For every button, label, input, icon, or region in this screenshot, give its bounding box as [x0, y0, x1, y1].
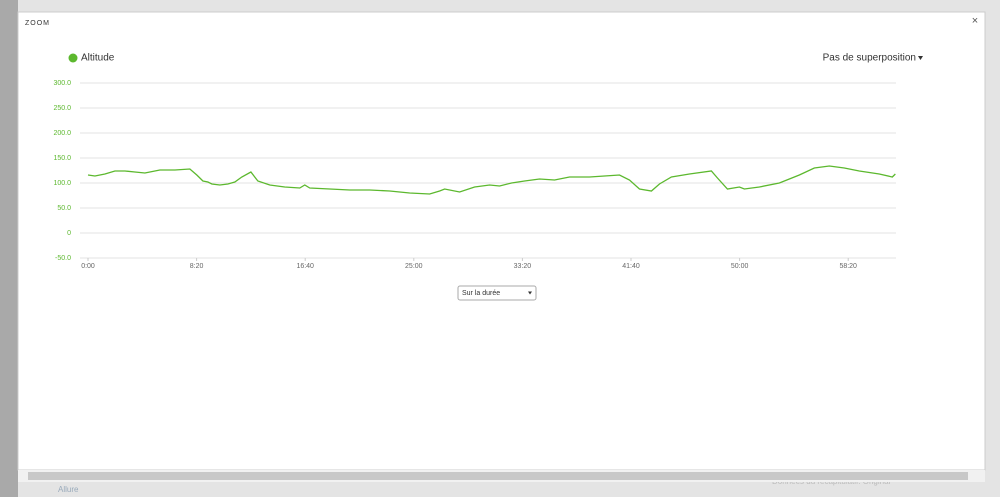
x-tick-label: 33:20: [514, 263, 532, 270]
y-tick-label: 150.0: [53, 155, 71, 162]
legend-label: Altitude: [81, 53, 115, 64]
legend-marker: [68, 53, 78, 63]
range-select[interactable]: [457, 285, 537, 301]
y-tick-label: 0: [67, 230, 71, 237]
y-tick-label: 300.0: [53, 80, 71, 87]
modal: [17, 11, 986, 471]
background-label: Allure: [58, 485, 79, 494]
overlay-menu[interactable]: Pas de superposition: [823, 53, 916, 64]
range-select-label: Sur la durée: [462, 290, 500, 297]
y-tick-label: -50.0: [55, 255, 71, 262]
scroll-thumb[interactable]: [28, 472, 968, 480]
y-tick-label: 100.0: [53, 180, 71, 187]
y-tick-label: 250.0: [53, 105, 71, 112]
y-tick-label: 200.0: [53, 130, 71, 137]
x-tick-label: 58:20: [839, 263, 857, 270]
altitude-line: [87, 165, 896, 195]
dropdown-arrow: [918, 56, 923, 60]
sidebar: [0, 0, 18, 497]
x-tick-label: 50:00: [731, 263, 749, 270]
modal-title: ZOOM: [25, 20, 50, 27]
chart: -50.0 0 50.0 100.0 150.0 200.0 250.0 300.0 0:00 8…: [53, 80, 896, 270]
select-arrow: [528, 291, 532, 295]
x-tick-label: 8:20: [190, 263, 204, 270]
x-tick-label: 0:00: [81, 263, 95, 270]
close-button[interactable]: ×: [972, 15, 978, 27]
x-tick-label: 25:00: [405, 263, 423, 270]
x-tick-label: 16:40: [296, 263, 314, 270]
x-tick-label: 41:40: [622, 263, 640, 270]
y-tick-label: 50.0: [57, 205, 71, 212]
